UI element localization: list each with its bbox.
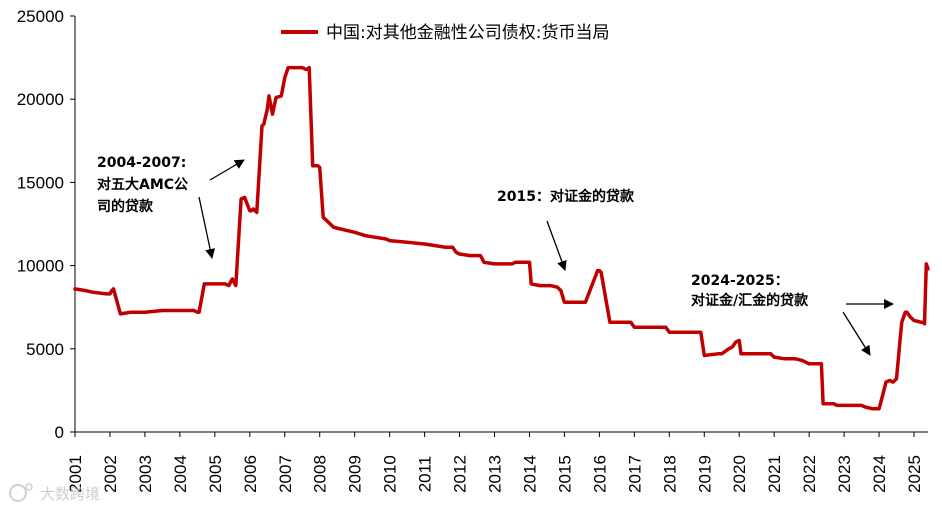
x-tick-label: 2025: [905, 455, 924, 493]
annotation-2024-arrow-2: [842, 311, 871, 356]
annotation-2015-text: 2015：对证金的贷款: [497, 188, 635, 205]
x-tick-label: 2008: [311, 455, 330, 493]
x-tick-label: 2002: [101, 455, 120, 493]
x-tick-label: 2005: [206, 455, 225, 493]
x-tick-label: 2003: [136, 455, 155, 493]
annotation-2024: 2024-2025： 对证金/汇金的贷款: [691, 273, 894, 356]
x-tick-label: 2009: [346, 455, 365, 493]
x-tick-label: 2013: [486, 455, 505, 493]
y-tick-label: 10000: [17, 257, 64, 276]
watermark-logo-dot-icon: [25, 483, 33, 491]
legend: 中国:对其他金融性公司债权:货币当局: [281, 23, 609, 43]
x-tick-label: 2006: [241, 455, 260, 493]
series-line-pboc-claims: [73, 65, 930, 411]
x-tick-label: 2019: [695, 455, 714, 493]
watermark: 大数跨境: [9, 483, 100, 503]
x-tick-label: 2022: [800, 455, 819, 493]
annotation-amc-line-1: 2004-2007:: [97, 155, 186, 171]
y-tick-label: 5000: [26, 340, 64, 359]
x-tick-label: 2018: [660, 455, 679, 493]
annotation-amc-arrow-1: [209, 159, 245, 181]
x-tick-label: 2010: [381, 455, 400, 493]
y-tick-label: 25000: [17, 7, 64, 26]
watermark-logo-icon: [9, 484, 27, 502]
watermark-text: 大数跨境: [40, 485, 100, 503]
annotation-2024-line-1: 2024-2025：: [691, 273, 789, 289]
y-axis: 0 5000 10000 15000 20000 25000: [17, 7, 76, 442]
annotation-amc-arrow-2: [198, 196, 216, 259]
x-tick-label: 2017: [625, 455, 644, 493]
x-tick-label: 2023: [835, 455, 854, 493]
annotation-amc-line-2: 对五大AMC公: [97, 176, 188, 193]
annotation-amc: 2004-2007: 对五大AMC公 司的贷款: [97, 155, 245, 259]
annotation-2015: 2015：对证金的贷款: [497, 188, 635, 271]
x-tick-label: 2015: [555, 455, 574, 493]
annotation-2024-line-2: 对证金/汇金的贷款: [691, 292, 809, 309]
x-tick-label: 2021: [765, 455, 784, 493]
y-tick-label: 0: [55, 423, 64, 442]
legend-label: 中国:对其他金融性公司债权:货币当局: [326, 23, 609, 43]
annotation-amc-line-3: 司的贷款: [97, 198, 154, 215]
y-tick-label: 15000: [17, 173, 64, 192]
annotation-2015-arrow: [546, 220, 567, 271]
x-axis: 2001 2002 2003 2004 2005 2006 2007 2008 2009 2010…: [66, 431, 928, 493]
x-tick-label: 2007: [276, 455, 295, 493]
x-tick-label: 2016: [590, 455, 609, 493]
y-tick-label: 20000: [17, 90, 64, 109]
x-tick-label: 2001: [66, 455, 85, 493]
x-tick-label: 2004: [171, 455, 190, 493]
x-tick-label: 2014: [520, 455, 539, 493]
x-tick-label: 2011: [416, 456, 435, 493]
x-tick-label: 2020: [730, 455, 749, 493]
x-tick-label: 2012: [451, 455, 470, 493]
x-tick-label: 2024: [870, 455, 889, 493]
